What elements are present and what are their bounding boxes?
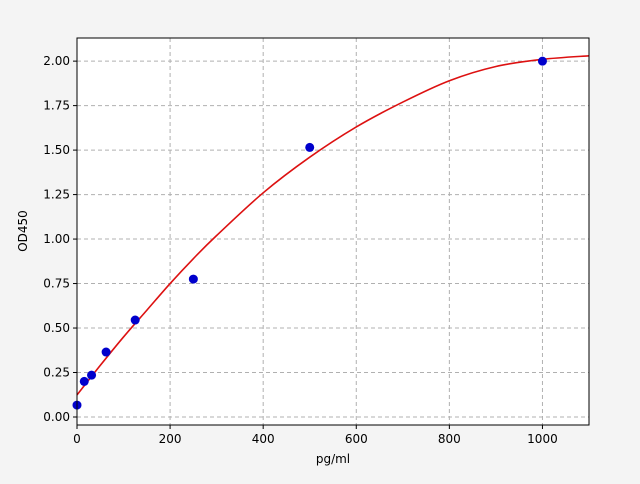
data-point — [87, 370, 97, 380]
x-tick-label: 400 — [252, 432, 275, 446]
x-axis-ticks: 0 200 400 600 800 1000 — [73, 425, 558, 446]
data-point — [537, 56, 547, 66]
y-tick-label: 2.00 — [43, 54, 70, 68]
y-tick-label: 0.25 — [43, 366, 70, 380]
y-tick-label: 0.50 — [43, 321, 70, 335]
y-axis-ticks: 0.00 0.25 0.50 0.75 1.00 1.25 1.50 1.75 2.00 — [43, 54, 77, 424]
data-point — [188, 274, 198, 284]
x-axis-label: pg/ml — [316, 452, 350, 466]
plot-area — [77, 38, 589, 425]
data-point — [130, 315, 140, 325]
fit-curve-group — [76, 54, 590, 396]
x-tick-label: 200 — [159, 432, 182, 446]
x-tick-label: 0 — [73, 432, 81, 446]
y-axis-label: OD450 — [16, 210, 30, 252]
y-tick-label: 1.75 — [43, 99, 70, 113]
x-tick-label: 600 — [345, 432, 368, 446]
data-point — [101, 347, 111, 357]
grid — [76, 38, 589, 425]
fit-curve-line — [76, 54, 590, 396]
plot-frame — [76, 37, 590, 426]
data-point — [305, 142, 315, 152]
y-tick-label: 1.25 — [43, 188, 70, 202]
y-tick-label: 0.00 — [43, 410, 70, 424]
data-point — [79, 376, 89, 386]
y-tick-label: 1.00 — [43, 232, 70, 246]
y-tick-label: 0.75 — [43, 277, 70, 291]
x-tick-label: 1000 — [527, 432, 558, 446]
y-tick-label: 1.50 — [43, 143, 70, 157]
x-tick-label: 800 — [438, 432, 461, 446]
